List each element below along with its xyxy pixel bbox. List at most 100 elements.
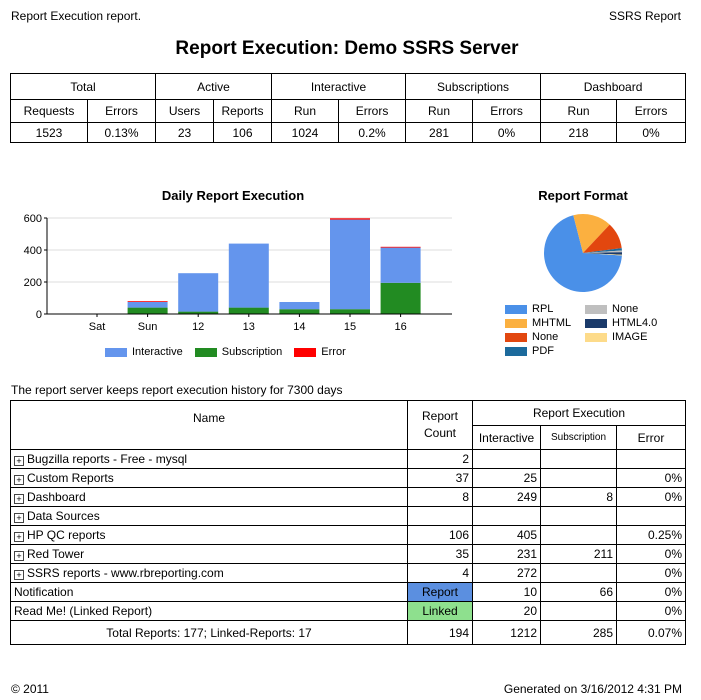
folder-name[interactable]: Data Sources — [27, 509, 100, 523]
folder-name[interactable]: Dashboard — [27, 490, 86, 504]
error-rate: 0% — [615, 582, 687, 602]
pie-slice — [583, 250, 622, 253]
row-name[interactable]: + Dashboard — [10, 487, 408, 507]
x-tick-label: 16 — [394, 321, 406, 333]
bar-subscription — [127, 307, 168, 314]
legend-label: RPL — [532, 303, 554, 315]
summary-value: 106 — [213, 122, 273, 143]
summary-value: 0% — [616, 122, 687, 143]
history-note: The report server keeps report execution… — [11, 383, 343, 397]
error-rate: 0% — [615, 563, 687, 583]
report-count: 4 — [407, 563, 473, 583]
summary-column: Run — [405, 99, 474, 123]
total-row: Total Reports: 177; Linked-Reports: 17 1… — [10, 620, 687, 645]
subscription-count — [540, 563, 617, 583]
report-count: Report — [407, 582, 473, 602]
x-tick-label: 12 — [192, 321, 204, 333]
summary-column: Run — [271, 99, 340, 123]
report-count: Linked — [407, 601, 473, 621]
col-report-execution: Report Execution — [471, 400, 687, 426]
bar-subscription — [228, 307, 269, 314]
error-rate: 0% — [615, 468, 687, 488]
y-tick-label: 600 — [24, 213, 42, 225]
row-name[interactable]: + Bugzilla reports - Free - mysql — [10, 449, 408, 469]
summary-column: Errors — [338, 99, 407, 123]
report-subtitle: Report Execution report. — [11, 9, 142, 23]
error-rate — [615, 449, 687, 469]
row-name[interactable]: + Data Sources — [10, 506, 408, 526]
row-name[interactable]: + Red Tower — [10, 544, 408, 564]
generated-time: Generated on 3/16/2012 4:31 PM — [503, 682, 682, 696]
x-tick-label: 14 — [293, 321, 305, 333]
chart-title: Daily Report Execution — [162, 188, 304, 203]
total-error: 0.07% — [615, 620, 687, 645]
y-tick-label: 200 — [24, 277, 42, 289]
pie-slice — [544, 215, 622, 292]
legend-item: None — [585, 302, 675, 316]
folder-name[interactable]: Red Tower — [27, 547, 85, 561]
summary-column: Errors — [86, 99, 157, 123]
error-rate: 0.25% — [615, 525, 687, 545]
legend-item: None — [505, 330, 585, 344]
interactive-count: 231 — [472, 544, 541, 564]
row-name[interactable]: + HP QC reports — [10, 525, 408, 545]
x-tick-label: 13 — [243, 321, 255, 333]
bar-error — [127, 301, 168, 302]
subscription-count — [540, 506, 617, 526]
legend-label: HTML4.0 — [612, 317, 658, 329]
pie-slice — [583, 252, 622, 255]
folder-name[interactable]: Custom Reports — [27, 471, 114, 485]
legend-swatch — [585, 318, 607, 328]
expand-icon[interactable]: + — [14, 475, 24, 485]
summary-group: Subscriptions — [405, 73, 542, 100]
chart-title: Report Format — [538, 188, 628, 203]
expand-icon[interactable]: + — [14, 494, 24, 504]
summary-column: Run — [540, 99, 618, 123]
summary-group: Interactive — [271, 73, 407, 100]
report-count: 37 — [407, 468, 473, 488]
legend-label: IMAGE — [612, 331, 648, 343]
bar-interactive — [127, 302, 168, 308]
expand-icon[interactable]: + — [14, 570, 24, 580]
total-subscription: 285 — [540, 620, 617, 645]
summary-value: 23 — [155, 122, 215, 143]
legend-item: Subscription — [194, 345, 282, 359]
report-count: 8 — [407, 487, 473, 507]
subscription-count — [540, 525, 617, 545]
error-rate: 0% — [615, 487, 687, 507]
error-rate — [615, 506, 687, 526]
row-name[interactable]: + SSRS reports - www.rbreporting.com — [10, 563, 408, 583]
table-row: + HP QC reports 106 405 0.25% — [10, 525, 687, 545]
subscription-count: 8 — [540, 487, 617, 507]
bar-interactive — [228, 243, 269, 308]
summary-value: 0.2% — [338, 122, 407, 143]
folder-name[interactable]: HP QC reports — [27, 528, 106, 542]
row-name[interactable]: + Custom Reports — [10, 468, 408, 488]
page-title: Report Execution: Demo SSRS Server — [175, 38, 519, 59]
summary-value: 0% — [472, 122, 542, 143]
report-format-chart: Report Format — [538, 188, 628, 292]
expand-icon[interactable]: + — [14, 551, 24, 561]
copyright: © 2011 — [11, 682, 49, 696]
pie-slice — [583, 224, 622, 253]
folder-name: Notification — [14, 585, 74, 599]
expand-icon[interactable]: + — [14, 456, 24, 466]
pie-legend: RPL None MHTML HTML4.0 None IMAGE PDF — [505, 302, 675, 358]
expand-icon[interactable]: + — [14, 532, 24, 542]
bar-interactive — [178, 273, 219, 312]
legend-swatch — [585, 332, 607, 342]
legend-label: Error — [321, 346, 346, 358]
folder-name[interactable]: SSRS reports - www.rbreporting.com — [27, 566, 224, 580]
col-error: Error — [615, 425, 687, 450]
summary-group: Dashboard — [540, 73, 687, 100]
folder-name[interactable]: Bugzilla reports - Free - mysql — [27, 452, 188, 466]
legend-label: MHTML — [532, 317, 572, 329]
summary-value: 218 — [540, 122, 618, 143]
legend-label: PDF — [532, 345, 554, 357]
legend-swatch — [194, 347, 217, 357]
subscription-count — [540, 601, 617, 621]
legend-swatch — [585, 304, 607, 314]
expand-icon[interactable]: + — [14, 513, 24, 523]
legend-swatch — [505, 318, 527, 328]
legend-item: IMAGE — [585, 330, 675, 344]
